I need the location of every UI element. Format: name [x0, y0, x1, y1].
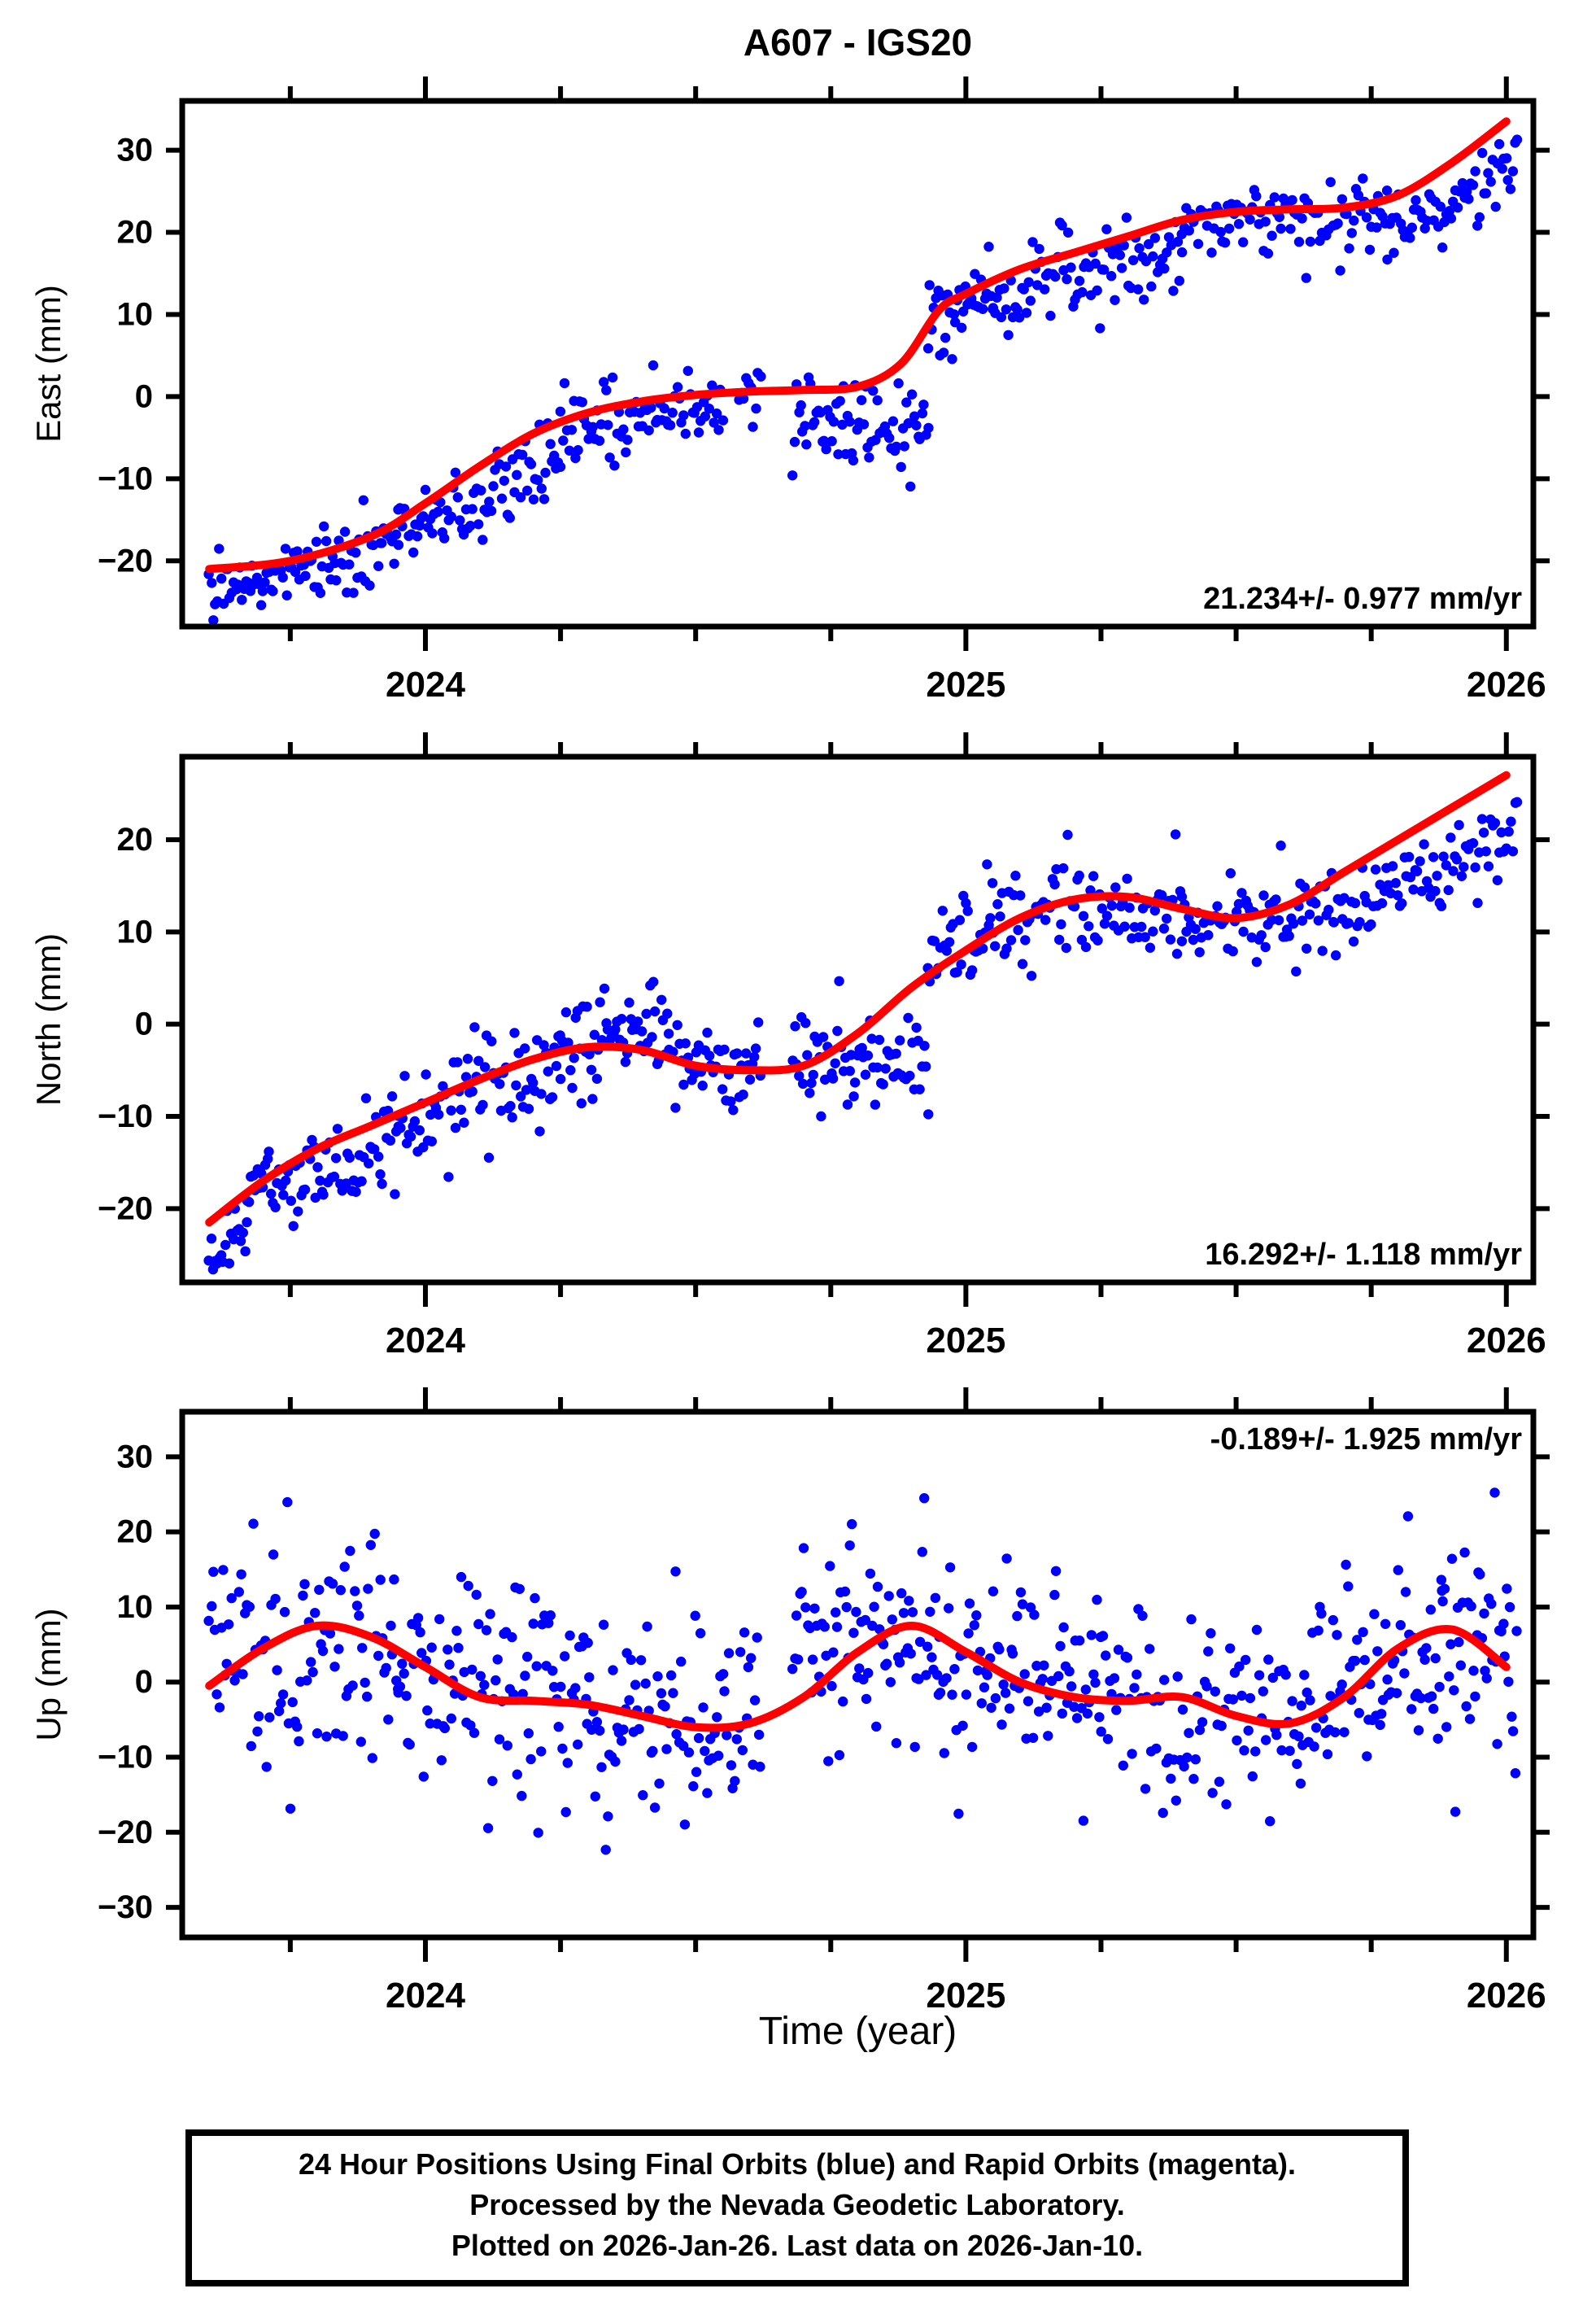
panel-east: 30 20 10 0 −10 −20 East (mm) 2024 2025 2026 21.234… [29, 76, 1550, 705]
data-points-east [203, 134, 1523, 626]
x-tick-label: 2026 [1467, 665, 1546, 705]
y-axis-label-north: North (mm) [29, 933, 68, 1106]
caption-line1: 24 Hour Positions Using Final Orbits (bl… [299, 2147, 1296, 2181]
rate-annotation-up: -0.189+/- 1.925 mm/yr [1210, 1422, 1523, 1457]
rate-annotation-north: 16.292+/- 1.118 mm/yr [1205, 1238, 1522, 1272]
trend-line-group-east [205, 117, 1511, 574]
y-tick-label: −20 [98, 1190, 153, 1226]
y-tick-label: −20 [98, 1815, 153, 1850]
plot-frame-east [179, 98, 1537, 630]
x-tick-label: 2026 [1467, 1321, 1546, 1360]
x-tick-label: 2024 [386, 1321, 465, 1360]
y-tick-label: −30 [98, 1889, 153, 1925]
y-tick-label: 30 [117, 1439, 154, 1474]
y-tick-label: −10 [98, 1740, 153, 1775]
x-tick-label: 2025 [926, 1321, 1005, 1360]
trend-line-north [205, 771, 1511, 1227]
y-tick-label: −10 [98, 461, 153, 496]
scatter-markers-up [203, 1487, 1522, 1855]
scatter-markers-east [203, 134, 1523, 626]
y-tick-label: 0 [135, 1664, 153, 1700]
y-tick-label: 20 [117, 1514, 154, 1550]
y-axis-east: 30 20 10 0 −10 −20 [98, 133, 1550, 579]
x-axis-east: 2024 2025 2026 [287, 76, 1546, 705]
caption-line2: Processed by the Nevada Geodetic Laborat… [469, 2188, 1125, 2221]
trend-line-group-up [205, 1621, 1511, 1732]
x-tick-label: 2024 [386, 665, 465, 705]
plot-frame-up [179, 1408, 1537, 1941]
figure-title-text: A607 - IGS20 [743, 21, 972, 63]
panel-up: 30 20 10 0 −10 −20 −30 Up (mm) 2024 2025 2026 -0.18… [29, 1387, 1550, 2016]
y-axis-label-up: Up (mm) [29, 1608, 68, 1740]
y-axis-label-group-up: Up (mm) [29, 1608, 68, 1740]
trend-line-east [205, 117, 1511, 574]
y-axis-label-east: East (mm) [29, 285, 68, 443]
x-axis-up: 2024 2025 2026 [287, 1387, 1546, 2016]
y-tick-label: 20 [117, 215, 154, 251]
trend-line-up [205, 1621, 1511, 1732]
x-tick-label: 2024 [386, 1976, 465, 2016]
y-tick-label: 20 [117, 822, 154, 858]
caption-box-frame [185, 2129, 1409, 2286]
y-tick-label: −20 [98, 543, 153, 579]
y-tick-label: −10 [98, 1098, 153, 1134]
panel-north: 20 10 0 −10 −20 North (mm) 2024 2025 2026 16.292+… [29, 732, 1550, 1360]
y-axis-label-group-north: North (mm) [29, 933, 68, 1106]
y-tick-label: 30 [117, 133, 154, 168]
figure-title: A607 - IGS20 [743, 21, 972, 63]
y-tick-label: 0 [135, 1007, 153, 1042]
y-tick-label: 10 [117, 1589, 154, 1625]
data-points-up [203, 1487, 1522, 1855]
x-tick-label: 2026 [1467, 1976, 1546, 2016]
caption-box: 24 Hour Positions Using Final Orbits (bl… [185, 2129, 1409, 2286]
x-axis-title: Time (year) [759, 2010, 957, 2053]
x-axis-title-text: Time (year) [759, 2010, 957, 2053]
data-points-north [203, 797, 1523, 1275]
caption-line3: Plotted on 2026-Jan-26. Last data on 202… [451, 2229, 1143, 2262]
y-axis-label-group-east: East (mm) [29, 285, 68, 443]
y-tick-label: 10 [117, 296, 154, 332]
y-axis-north: 20 10 0 −10 −20 [98, 822, 1550, 1226]
y-tick-label: 0 [135, 378, 153, 414]
y-axis-up: 30 20 10 0 −10 −20 −30 [98, 1439, 1550, 1925]
trend-line-group-north [205, 771, 1511, 1227]
x-tick-label: 2025 [926, 665, 1005, 705]
x-axis-north: 2024 2025 2026 [287, 732, 1546, 1360]
x-tick-label: 2025 [926, 1976, 1005, 2016]
plot-frame-north [179, 753, 1537, 1286]
y-tick-label: 10 [117, 914, 154, 950]
rate-annotation-east: 21.234+/- 0.977 mm/yr [1203, 582, 1522, 616]
scatter-markers-north [203, 797, 1523, 1275]
